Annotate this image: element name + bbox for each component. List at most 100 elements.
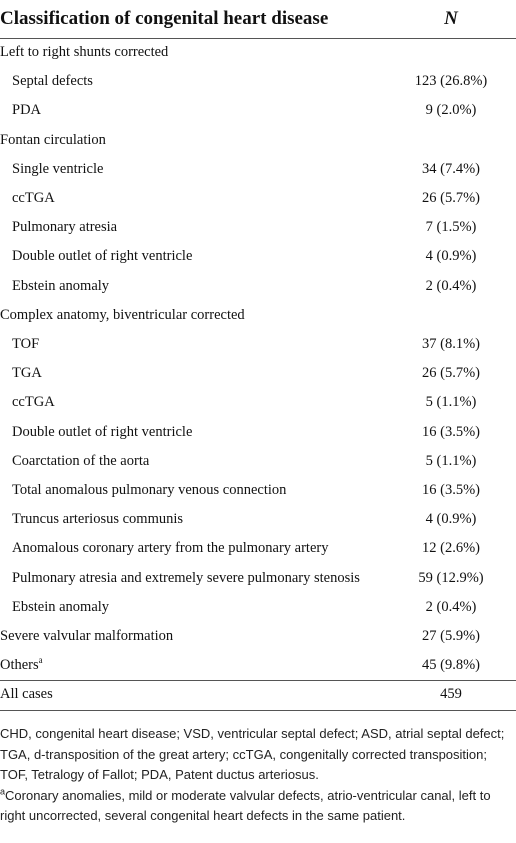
footnote-text: Coronary anomalies, mild or moderate val…	[0, 787, 491, 824]
row-label: TGA	[12, 359, 42, 388]
row-label: Pulmonary atresia and extremely severe p…	[12, 564, 360, 593]
row-label-text: Fontan circulation	[0, 131, 106, 148]
row-label: Ebstein anomaly	[12, 272, 109, 301]
table-row: Pulmonary atresia and extremely severe p…	[0, 564, 516, 593]
table-row: Truncus arteriosus communis 4 (0.9%)	[0, 505, 516, 534]
row-label: ccTGA	[12, 388, 55, 417]
table-bottom-rule	[0, 709, 516, 711]
row-label: TOF	[12, 330, 39, 359]
row-label-text: PDA	[12, 102, 42, 119]
row-label: Fontan circulation	[0, 126, 106, 155]
footnote: aCoronary anomalies, mild or moderate va…	[0, 786, 512, 827]
row-label-text: Anomalous coronary artery from the pulmo…	[12, 540, 329, 557]
row-label-text: Severe valvular malformation	[0, 628, 174, 644]
row-label-text: Pulmonary atresia	[12, 219, 118, 236]
row-label-text: Ebstein anomaly	[12, 598, 110, 615]
table-row: All cases 459	[0, 680, 516, 709]
row-label-text: All cases	[0, 686, 53, 703]
row-n: 4 (0.9%)	[425, 248, 477, 265]
table-row: Anomalous coronary artery from the pulmo…	[0, 534, 516, 563]
table-row: Severe valvular malformation 27 (5.9%)	[0, 622, 516, 651]
row-label: Anomalous coronary artery from the pulmo…	[12, 534, 328, 563]
row-label-text: Pulmonary atresia and extremely severe p…	[12, 569, 360, 586]
row-label-text: Left to right shunts corrected	[0, 44, 169, 60]
row-label: PDA	[12, 96, 41, 125]
row-n: 2 (0.4%)	[425, 598, 477, 615]
table-row: Coarctation of the aorta 5 (1.1%)	[0, 447, 516, 476]
footnotes: CHD, congenital heart disease; VSD, vent…	[0, 724, 512, 827]
table-row: Double outlet of right ventricle 4 (0.9%)	[0, 242, 516, 271]
row-n: 4 (0.9%)	[425, 511, 477, 528]
row-n: 45 (9.8%)	[422, 657, 480, 674]
row-label-text: Others	[0, 657, 39, 674]
row-n: 7 (1.5%)	[425, 219, 477, 236]
row-label: Pulmonary atresia	[12, 213, 117, 242]
row-label: Ebstein anomaly	[12, 593, 109, 622]
row-n: 459	[440, 686, 462, 703]
header-label: Classification of congenital heart disea…	[0, 8, 329, 29]
row-rule	[0, 679, 516, 681]
footnote-mark: a	[38, 655, 43, 666]
table-row: Othersa 45 (9.8%)	[0, 651, 516, 680]
row-n: 27 (5.9%)	[422, 628, 480, 644]
row-n: 123 (26.8%)	[414, 73, 488, 90]
row-label-text: Truncus arteriosus communis	[12, 511, 184, 528]
table-row: Single ventricle 34 (7.4%)	[0, 155, 516, 184]
table-row: Fontan circulation	[0, 126, 516, 155]
row-label: Severe valvular malformation	[0, 622, 173, 651]
row-label: Coarctation of the aorta	[12, 447, 149, 476]
row-label: Truncus arteriosus communis	[12, 505, 183, 534]
table-row: TGA 26 (5.7%)	[0, 359, 516, 388]
table-row: Ebstein anomaly 2 (0.4%)	[0, 272, 516, 301]
table-row: Total anomalous pulmonary venous connect…	[0, 476, 516, 505]
table-row: Double outlet of right ventricle 16 (3.5%…	[0, 418, 516, 447]
table-row: Ebstein anomaly 2 (0.4%)	[0, 593, 516, 622]
row-label: Single ventricle	[12, 155, 103, 184]
table-row: Pulmonary atresia 7 (1.5%)	[0, 213, 516, 242]
row-n: 59 (12.9%)	[418, 569, 484, 586]
row-label-text: TGA	[12, 365, 42, 382]
row-n: 5 (1.1%)	[425, 452, 477, 469]
header-n: N	[444, 8, 458, 29]
row-label-text: ccTGA	[12, 394, 55, 411]
row-label-text: TOF	[12, 336, 40, 352]
row-n: 26 (5.7%)	[422, 190, 480, 206]
row-n: 5 (1.1%)	[425, 394, 477, 411]
row-n: 37 (8.1%)	[422, 336, 480, 352]
row-label: Complex anatomy, biventricular corrected	[0, 301, 245, 330]
row-label-text: ccTGA	[12, 190, 55, 206]
row-label: Left to right shunts corrected	[0, 38, 168, 67]
row-label-text: Coarctation of the aorta	[12, 452, 150, 469]
row-label-text: Complex anatomy, biventricular corrected	[0, 306, 245, 323]
row-label: Othersa	[0, 651, 43, 680]
row-n: 9 (2.0%)	[425, 102, 477, 119]
table-row: PDA 9 (2.0%)	[0, 96, 516, 125]
footnote-mark: a	[0, 786, 6, 797]
row-label: Total anomalous pulmonary venous connect…	[12, 476, 286, 505]
row-label: All cases	[0, 680, 53, 709]
table-row: Complex anatomy, biventricular corrected	[0, 301, 516, 330]
row-label-text: Double outlet of right ventricle	[12, 423, 193, 440]
table-row: TOF 37 (8.1%)	[0, 330, 516, 359]
row-n: 2 (0.4%)	[425, 277, 477, 294]
row-label: Double outlet of right ventricle	[12, 242, 192, 271]
row-label: Septal defects	[12, 67, 93, 96]
row-label: ccTGA	[12, 184, 55, 213]
footnote: CHD, congenital heart disease; VSD, vent…	[0, 726, 505, 782]
row-label-text: Ebstein anomaly	[12, 277, 110, 294]
row-label-text: Single ventricle	[12, 160, 104, 177]
table-row: ccTGA 5 (1.1%)	[0, 388, 516, 417]
table-row: Left to right shunts corrected	[0, 38, 516, 67]
row-label-text: Total anomalous pulmonary venous connect…	[12, 482, 287, 498]
row-n: 12 (2.6%)	[422, 540, 480, 557]
table-row: ccTGA 26 (5.7%)	[0, 184, 516, 213]
row-label-text: Double outlet of right ventricle	[12, 248, 193, 265]
table-row: Septal defects 123 (26.8%)	[0, 67, 516, 96]
row-n: 26 (5.7%)	[422, 365, 480, 382]
row-n: 16 (3.5%)	[422, 482, 480, 498]
row-n: 34 (7.4%)	[422, 160, 480, 177]
row-label-text: Septal defects	[12, 73, 93, 90]
row-n: 16 (3.5%)	[422, 423, 480, 440]
header-rule	[0, 38, 516, 39]
